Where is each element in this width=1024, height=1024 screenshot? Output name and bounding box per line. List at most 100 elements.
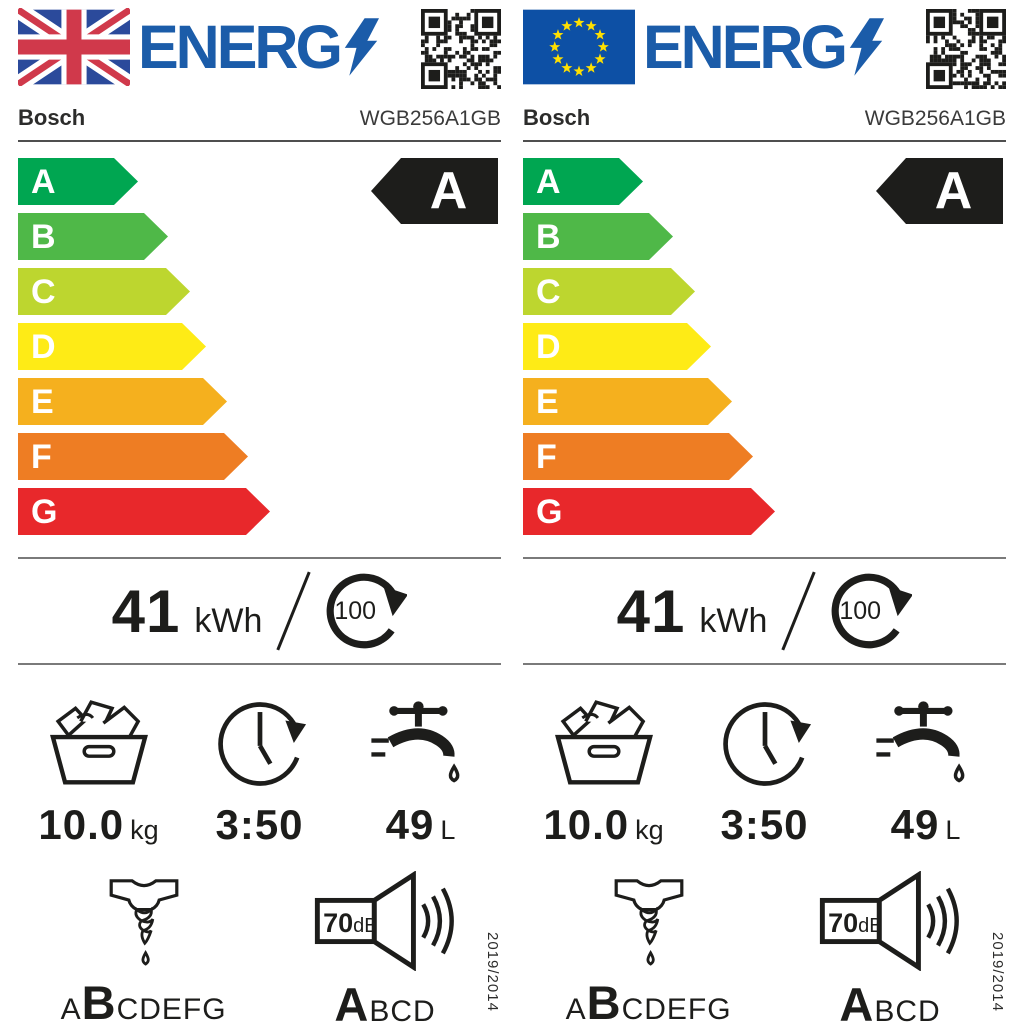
scale-arrow-d: D [18, 323, 206, 370]
scale-arrow-f: F [523, 433, 753, 480]
energy-unit: kWh [194, 601, 263, 640]
water-value: 49 [385, 801, 435, 848]
scale-letter: E [31, 382, 54, 421]
kwh-group: 41 kWh [112, 577, 263, 646]
energy-consumption: 41 kWh 100 [18, 559, 501, 663]
specs-row: 10.0 kg 3:50 [523, 697, 1006, 849]
brand-name: Bosch [523, 105, 591, 130]
scale-letter: B [31, 217, 56, 256]
energ-logo-text: ENERG [138, 13, 343, 81]
scale-arrow-c: C [18, 268, 190, 315]
class-row: A B CDEFG 70 dB [523, 871, 1006, 1024]
model-number: WGB256A1GB [864, 107, 1006, 130]
energy-value: 41 [616, 577, 686, 645]
capacity-spec: 10.0 kg [523, 697, 684, 849]
laundry-basket-icon [554, 700, 653, 785]
energy-unit: kWh [699, 601, 768, 640]
noise-class-letters: A BCD [839, 977, 940, 1024]
duration-spec: 3:50 [684, 697, 845, 849]
noise-class: 70 dB A BCD [269, 871, 501, 1024]
qr-code [926, 9, 1006, 89]
water-text: 49 L [386, 801, 456, 849]
capacity-unit: kg [130, 815, 159, 845]
duration-text: 3:50 [720, 801, 808, 849]
rating-letter: A [934, 162, 973, 220]
rating-arrow: A [371, 158, 498, 224]
capacity-value: 10.0 [38, 801, 125, 848]
spin-letter: A [565, 993, 587, 1024]
spin-dry-icon [614, 879, 683, 966]
scale-letter: C [536, 272, 561, 311]
clock-icon [722, 702, 811, 786]
brand-name: Bosch [18, 105, 86, 130]
energ-logo: ENERG [138, 12, 379, 82]
scale-arrow-b: B [523, 213, 673, 260]
energy-value: 41 [111, 577, 181, 645]
scale-arrow-e: E [18, 378, 227, 425]
capacity-spec: 10.0 kg [18, 697, 179, 849]
spin-letters-rest: CDEFG [116, 993, 227, 1024]
regulation-number: 2019/2014 [484, 932, 501, 1012]
noise-class-letters: A BCD [334, 977, 435, 1024]
water-text: 49 L [891, 801, 961, 849]
kwh-group: 41 kWh [617, 577, 768, 646]
noise-db-unit: dB [858, 915, 883, 937]
model-number: WGB256A1GB [359, 107, 501, 130]
brand-row: Bosch WGB256A1GB [18, 105, 501, 142]
divider-line [523, 557, 1006, 559]
duration-text: 3:50 [215, 801, 303, 849]
cycles-count: 100 [839, 597, 882, 625]
capacity-text: 10.0 kg [543, 801, 663, 849]
label-header: ENERG [523, 8, 1006, 92]
specs-row: 10.0 kg 3:50 [18, 697, 501, 849]
capacity-text: 10.0 kg [38, 801, 158, 849]
noise-class-highlight: A [839, 978, 875, 1024]
scale-letter: G [536, 492, 563, 531]
scale-letter: C [31, 272, 56, 311]
water-value: 49 [890, 801, 940, 848]
energy-label-uk: ENERG Bosch WGB256A1GB A B C D E F G A [18, 8, 501, 1024]
label-header: ENERG [18, 8, 501, 92]
regulation-number: 2019/2014 [989, 932, 1006, 1012]
scale-arrow-d: D [523, 323, 711, 370]
per-100-cycles-icon: 100 [826, 568, 913, 654]
noise-db-unit: dB [353, 915, 378, 937]
spin-dry-icon [109, 879, 178, 966]
scale-letter: D [31, 327, 56, 366]
scale-arrow-a: A [523, 158, 643, 205]
efficiency-scale: A B C D E F G A [523, 158, 1006, 535]
energ-logo: ENERG [643, 12, 884, 82]
spin-letter: A [60, 993, 82, 1024]
energ-logo-text: ENERG [643, 13, 848, 81]
noise-level: 70 dB [828, 908, 883, 939]
speaker-icon: 70 dB [310, 871, 460, 971]
noise-class-highlight: A [334, 978, 370, 1024]
duration-spec: 3:50 [179, 697, 340, 849]
scale-arrow-e: E [523, 378, 732, 425]
spin-class-highlight: B [586, 976, 622, 1024]
noise-db-value: 70 [828, 908, 859, 938]
spin-letters-rest: CDEFG [621, 993, 732, 1024]
noise-level: 70 dB [323, 908, 378, 939]
noise-letters-rest: BCD [369, 995, 436, 1024]
scale-arrow-f: F [18, 433, 248, 480]
scale-letter: B [536, 217, 561, 256]
capacity-value: 10.0 [543, 801, 630, 848]
scale-arrow-g: G [18, 488, 270, 535]
scale-arrow-a: A [18, 158, 138, 205]
scale-letter: A [536, 162, 561, 201]
clock-icon [217, 702, 306, 786]
divider-line [18, 557, 501, 559]
speaker-icon: 70 dB [815, 871, 965, 971]
scale-arrow-c: C [523, 268, 695, 315]
scale-letter: F [31, 437, 52, 476]
cycles-count: 100 [334, 597, 377, 625]
per-slash [276, 571, 311, 651]
water-unit: L [440, 815, 456, 845]
water-unit: L [945, 815, 961, 845]
scale-letter: E [536, 382, 559, 421]
capacity-unit: kg [635, 815, 664, 845]
scale-letter: A [31, 162, 56, 201]
uk-flag-icon [18, 8, 130, 86]
